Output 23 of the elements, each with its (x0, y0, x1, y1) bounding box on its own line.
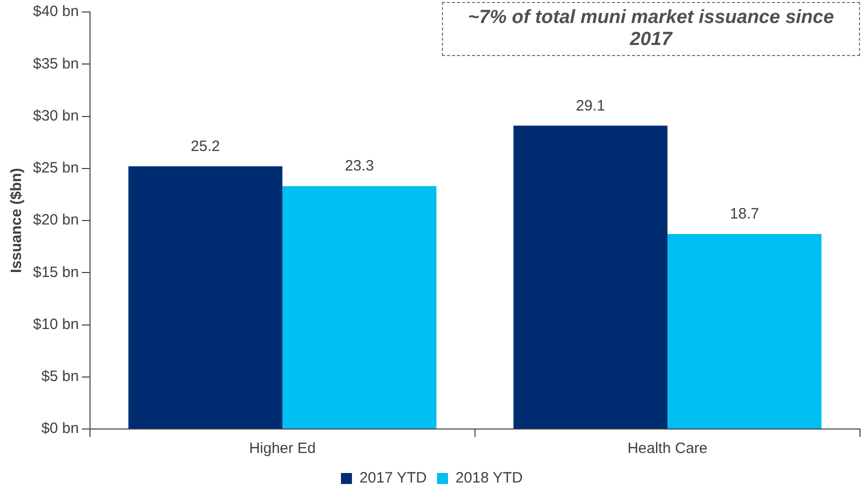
legend-label: 2017 YTD (359, 470, 427, 487)
bar (128, 166, 282, 428)
legend-label: 2018 YTD (456, 470, 523, 487)
y-tick-label: $0 bn (41, 420, 79, 438)
y-tick-label: $15 bn (32, 264, 79, 281)
data-label: 18.7 (730, 206, 760, 223)
y-tick-label: $5 bn (41, 368, 79, 386)
y-tick-label: $30 bn (32, 107, 79, 124)
y-axis-title: Issuance ($bn) (8, 168, 26, 274)
x-tick-label: Health Care (627, 440, 708, 458)
y-tick-label: $35 bn (32, 55, 79, 72)
x-tick-label: Higher Ed (249, 440, 316, 458)
y-tick-label: $25 bn (32, 160, 79, 177)
bar (513, 126, 668, 428)
y-tick-label: $40 bn (32, 3, 79, 20)
bar (667, 234, 822, 428)
y-tick-label: $20 bn (32, 212, 79, 229)
y-tick-label: $10 bn (32, 316, 79, 333)
data-label: 29.1 (576, 97, 606, 114)
bar (282, 186, 436, 428)
data-label: 23.3 (344, 158, 374, 175)
annotation: ~7% of total muni market issuance since 2017 (442, 2, 860, 56)
data-label: 25.2 (190, 138, 220, 155)
